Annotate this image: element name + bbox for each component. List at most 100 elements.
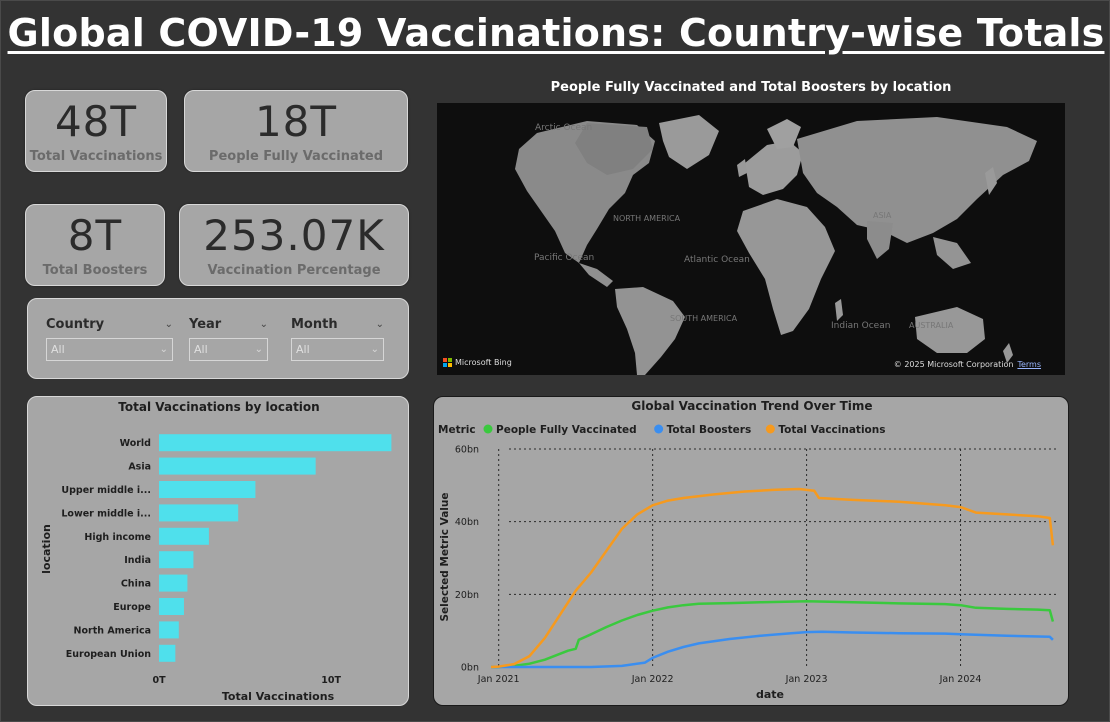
legend-title: Metric [438, 424, 476, 436]
map-label: AUSTRALIA [909, 321, 954, 330]
bar-category-label: North America [74, 625, 151, 636]
greenland-shape [659, 115, 719, 169]
page-title: Global COVID-19 Vaccinations: Country-wi… [7, 11, 1105, 55]
kpi-value: 18T [254, 97, 338, 146]
y-axis-title: location [40, 524, 53, 574]
kpi-label: Total Boosters [42, 263, 148, 278]
x-axis-title: date [756, 688, 784, 701]
bar-category-label: India [124, 555, 151, 566]
chevron-down-icon: ⌄ [370, 344, 379, 355]
slicer-panel: Country ⌄ All ⌄ Year ⌄ All ⌄ Month ⌄ All… [27, 298, 409, 379]
kpi-label: Total Vaccinations [29, 149, 163, 164]
kpi-total-vaccinations[interactable]: 48T Total Vaccinations [25, 90, 167, 172]
africa-shape [737, 199, 835, 335]
bar-category-label: World [120, 438, 151, 449]
bar[interactable] [159, 527, 209, 545]
legend-marker[interactable] [765, 424, 775, 434]
south-america-shape [615, 287, 685, 375]
map-label: NORTH AMERICA [613, 214, 681, 223]
bar-category-label: Upper middle i... [61, 485, 151, 496]
bar[interactable] [159, 434, 392, 452]
india-shape [867, 221, 893, 259]
bar-category-label: High income [84, 532, 151, 543]
slicer-label: Year [189, 317, 222, 332]
x-tick-label: 0T [152, 675, 166, 686]
series-line[interactable] [491, 630, 1054, 669]
y-axis-title: Selected Metric Value [439, 492, 451, 621]
y-tick-label: 60bn [455, 445, 479, 456]
kpi-value: 8T [67, 211, 123, 260]
month-dropdown[interactable]: All ⌄ [291, 338, 384, 361]
chevron-down-icon[interactable]: ⌄ [164, 319, 173, 330]
kpi-people-fully-vaccinated[interactable]: 18T People Fully Vaccinated [184, 90, 408, 172]
bar[interactable] [159, 504, 239, 522]
terms-link[interactable]: Terms [1017, 360, 1041, 369]
kpi-label: Vaccination Percentage [207, 263, 381, 278]
asia-shape [797, 117, 1037, 243]
legend-item[interactable]: People Fully Vaccinated [496, 424, 637, 436]
bar[interactable] [159, 574, 188, 592]
slicer-month[interactable]: Month ⌄ All ⌄ [291, 317, 384, 361]
map-label: Atlantic Ocean [684, 255, 750, 265]
bar[interactable] [159, 598, 184, 615]
australia-shape [915, 307, 985, 353]
country-dropdown[interactable]: All ⌄ [46, 338, 173, 361]
europe-shape [745, 141, 803, 195]
chevron-down-icon: ⌄ [254, 344, 263, 355]
bar-category-label: Asia [128, 462, 151, 473]
chevron-down-icon: ⌄ [159, 344, 168, 355]
bar-category-label: Lower middle i... [61, 508, 151, 519]
kpi-vaccination-percentage[interactable]: 253.07K Vaccination Percentage [179, 204, 409, 286]
map-title: People Fully Vaccinated and Total Booste… [550, 80, 952, 95]
world-map-shapes [515, 115, 1037, 375]
bar[interactable] [159, 644, 176, 662]
bar-chart: Total Vaccinations by location World Asia U… [40, 400, 392, 703]
x-tick-label: Jan 2023 [785, 674, 828, 685]
bar-category-label: China [121, 579, 151, 590]
chevron-down-icon[interactable]: ⌄ [375, 319, 384, 330]
madagascar-shape [835, 299, 843, 321]
kpi-value: 48T [54, 97, 138, 146]
bing-attribution: Microsoft Bing [443, 358, 512, 367]
microsoft-logo-icon [443, 358, 452, 367]
bar-chart-title: Total Vaccinations by location [118, 400, 319, 414]
map-label: ASIA [873, 211, 892, 220]
bar-category-label: Europe [113, 602, 151, 613]
dropdown-value: All [296, 343, 310, 356]
map-label: SOUTH AMERICA [670, 314, 738, 323]
scandinavia-shape [767, 119, 801, 149]
chevron-down-icon[interactable]: ⌄ [259, 319, 268, 330]
slicer-label: Month [291, 317, 338, 332]
x-tick-label: Jan 2022 [631, 674, 674, 685]
map-label: Arctic Ocean [535, 123, 593, 133]
southeast-asia-shape [933, 237, 971, 269]
slicer-year[interactable]: Year ⌄ All ⌄ [189, 317, 268, 361]
series-line[interactable] [491, 599, 1055, 669]
bar[interactable] [159, 481, 256, 498]
series-line[interactable] [490, 487, 1055, 669]
bar-chart-panel: Total Vaccinations by location World Asia U… [27, 396, 409, 706]
bar[interactable] [159, 457, 316, 475]
bar[interactable] [159, 621, 179, 639]
bar[interactable] [159, 551, 194, 569]
y-tick-label: 0bn [461, 663, 479, 674]
world-map[interactable]: Arctic Ocean NORTH AMERICA ASIA Pacific … [437, 103, 1065, 375]
map-visual: People Fully Vaccinated and Total Booste… [437, 75, 1065, 375]
line-chart-panel: Global Vaccination Trend Over Time Metric… [433, 396, 1069, 706]
year-dropdown[interactable]: All ⌄ [189, 338, 268, 361]
x-tick-label: Jan 2021 [477, 674, 520, 685]
map-copyright: © 2025 Microsoft Corporation Terms [894, 360, 1041, 369]
y-tick-label: 20bn [455, 590, 479, 601]
y-tick-label: 40bn [455, 517, 479, 528]
bar-category-label: European Union [66, 649, 151, 660]
line-chart: Global Vaccination Trend Over Time Metric… [438, 399, 1056, 701]
x-axis-title: Total Vaccinations [222, 690, 335, 703]
legend-marker[interactable] [654, 424, 664, 434]
legend-marker[interactable] [483, 424, 493, 434]
kpi-total-boosters[interactable]: 8T Total Boosters [25, 204, 165, 286]
line-chart-title: Global Vaccination Trend Over Time [631, 399, 872, 413]
slicer-country[interactable]: Country ⌄ All ⌄ [46, 317, 173, 361]
dropdown-value: All [51, 343, 65, 356]
legend-item[interactable]: Total Vaccinations [778, 424, 885, 436]
legend-item[interactable]: Total Boosters [667, 424, 752, 436]
